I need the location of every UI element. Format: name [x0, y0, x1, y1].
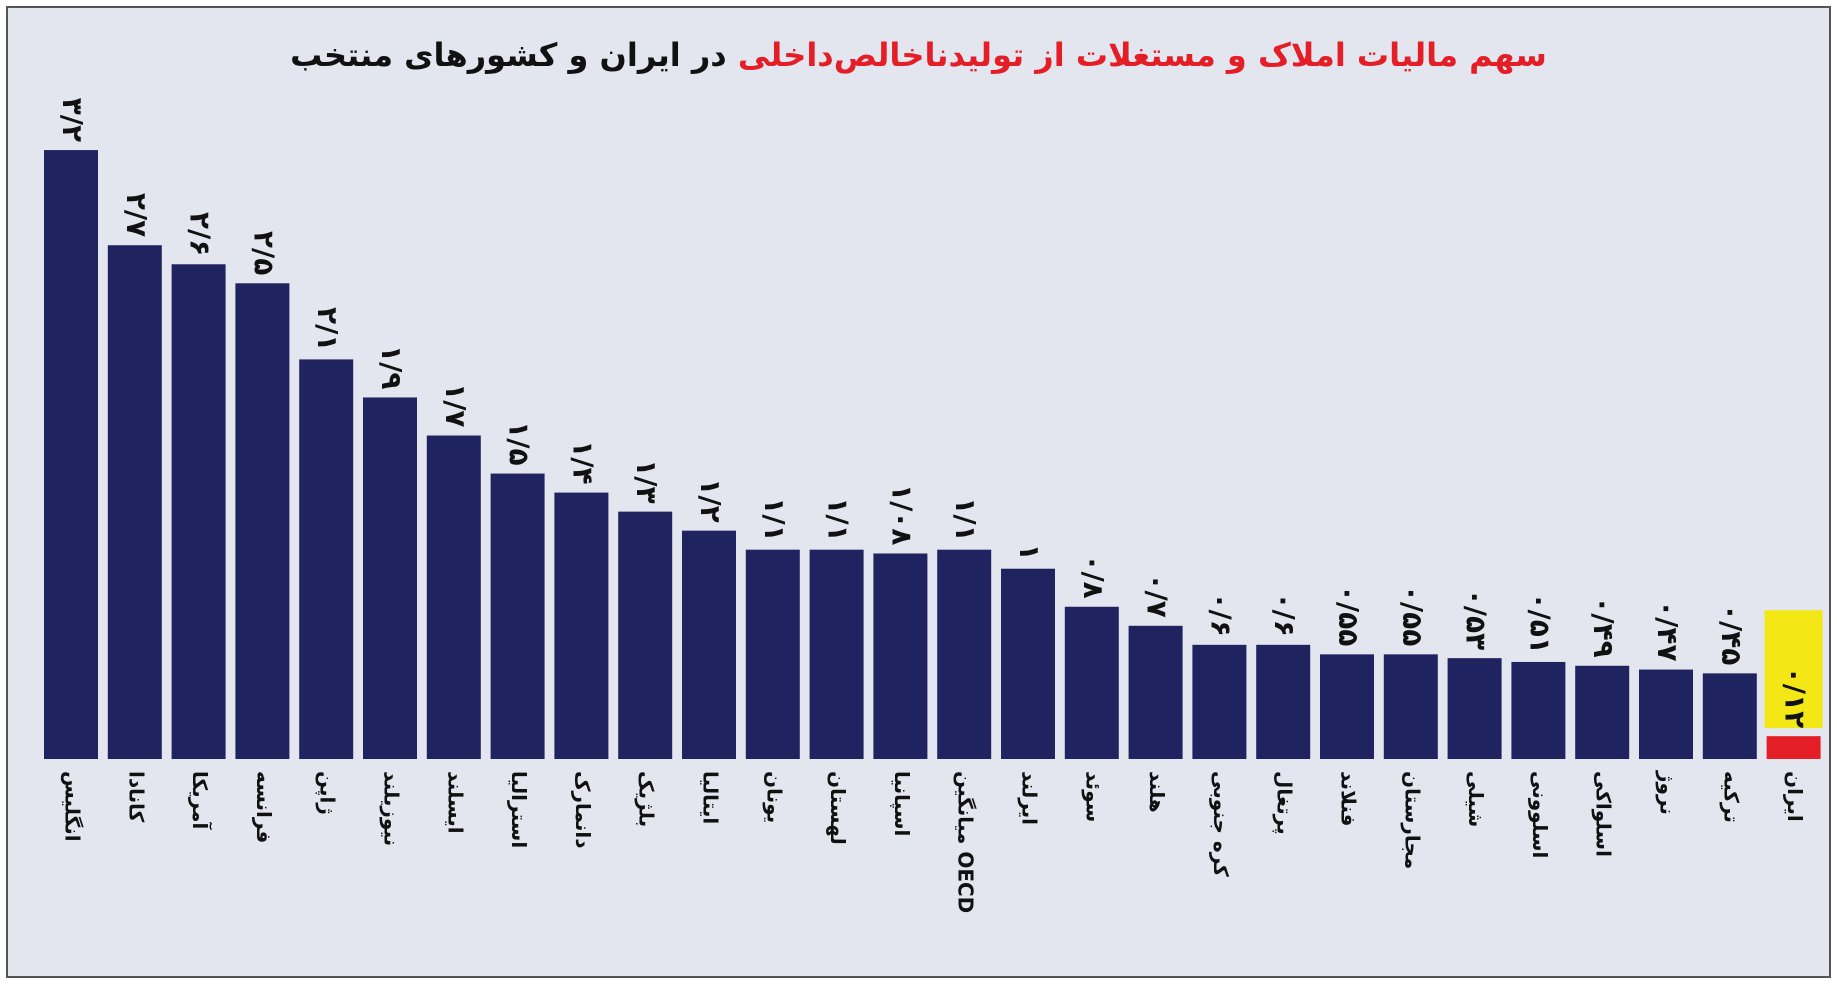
x-tick-label: ایرلند	[1018, 771, 1042, 825]
value-label: ۱	[1013, 544, 1046, 561]
value-label: ۱/۰۸	[885, 484, 918, 546]
x-tick-label: هلند	[1145, 771, 1169, 813]
bar	[1766, 736, 1821, 759]
bar	[618, 511, 673, 759]
x-tick-label: پرتغال	[1272, 771, 1297, 835]
value-label: ۰/۵۵	[1332, 585, 1365, 647]
x-tick-label: شیلی	[1464, 771, 1488, 827]
bar	[1575, 665, 1630, 759]
bar	[1383, 654, 1438, 759]
x-tick-label: سوئد	[1081, 771, 1105, 822]
value-label: ۰/۴۹	[1587, 596, 1620, 658]
bar	[873, 553, 928, 759]
bar	[1128, 625, 1183, 759]
x-tick-label: لهستان	[826, 771, 850, 845]
value-label: ۱/۹	[375, 345, 408, 389]
value-label: ۱/۱	[758, 497, 791, 541]
value-label: ۲/۵	[247, 231, 280, 275]
x-tick-label: بلژیک	[635, 771, 659, 827]
x-tick-label: اسلواکی	[1592, 771, 1616, 857]
bar	[1192, 644, 1247, 759]
bar	[1702, 673, 1757, 759]
value-label: ۱/۷	[439, 383, 472, 427]
value-label: ۰/۱۲	[1779, 667, 1812, 729]
value-label: ۰/۵۳	[1460, 589, 1493, 651]
bar	[1064, 606, 1119, 759]
bar	[490, 473, 545, 759]
x-tick-label: دانمارک	[571, 771, 595, 849]
bar	[235, 283, 290, 759]
bar	[554, 492, 609, 759]
value-label: ۰/۴۵	[1715, 604, 1748, 666]
value-label: ۰/۶	[1204, 592, 1237, 636]
x-tick-label: ایسلند	[443, 771, 467, 834]
x-tick-label: میانگین OECD	[954, 771, 978, 913]
value-label: ۱/۱	[822, 497, 855, 541]
title-highlight: سهم مالیات املاک و مستغلات از تولیدناخال…	[737, 36, 1547, 74]
x-tick-label: کره جنوبی	[1209, 771, 1233, 877]
value-label: ۲/۱	[311, 307, 344, 351]
value-label: ۰/۸	[1077, 554, 1110, 598]
value-label-background	[1764, 610, 1823, 729]
bar	[1256, 644, 1311, 759]
value-label: ۱/۴	[566, 440, 599, 484]
value-label: ۰/۶	[1268, 592, 1301, 636]
value-label: ۲/۷	[120, 193, 153, 237]
bar	[1001, 568, 1055, 759]
value-label: ۱/۲	[694, 478, 727, 522]
bar	[1639, 669, 1693, 759]
title-rest: در ایران و کشورهای منتخب	[290, 36, 727, 74]
bar	[426, 435, 481, 759]
bar	[937, 549, 992, 759]
bar	[1320, 654, 1374, 759]
bar	[745, 549, 800, 759]
x-tick-label: مجارستان	[1400, 771, 1424, 869]
x-tick-label: یونان	[762, 771, 786, 823]
value-label: ۰/۵۱	[1523, 592, 1556, 654]
value-label: ۱/۳	[630, 459, 663, 503]
bar	[299, 359, 354, 759]
x-tick-label: اسلوونی	[1528, 771, 1552, 858]
bar	[363, 397, 417, 759]
bar	[107, 245, 162, 759]
x-tick-label: ژاپن	[315, 771, 340, 815]
bar	[682, 530, 736, 759]
value-label: ۲/۶	[184, 212, 217, 256]
bar	[1447, 658, 1502, 759]
bar	[44, 150, 98, 760]
value-label: ۰/۵۵	[1396, 585, 1429, 647]
x-tick-label: انگلیس	[61, 771, 85, 842]
value-label: ۱/۵	[503, 421, 536, 465]
bar	[809, 549, 864, 759]
value-label: ۱/۱	[949, 497, 982, 541]
value-label: ۳/۲	[56, 98, 89, 142]
value-label: ۰/۷	[1141, 573, 1174, 617]
x-tick-label: ایران	[1783, 771, 1807, 822]
x-tick-label: فرانسه	[252, 771, 276, 843]
chart-title: سهم مالیات املاک و مستغلات از تولیدناخال…	[0, 36, 1837, 74]
x-tick-label: استرالیا	[507, 771, 531, 848]
x-tick-label: کانادا	[124, 771, 148, 823]
bar	[171, 264, 226, 759]
bar	[1511, 661, 1566, 759]
x-tick-label: اسپانیا	[889, 771, 914, 836]
x-tick-label: نیوزیلند	[380, 771, 404, 846]
x-tick-label: آمریکا	[188, 771, 213, 830]
x-tick-label: فنلاند	[1337, 771, 1361, 827]
x-tick-label: ترکیه	[1719, 771, 1743, 823]
value-label: ۰/۴۷	[1651, 600, 1684, 662]
x-tick-label: ایتالیا	[699, 771, 723, 824]
x-tick-label: نروژ	[1656, 770, 1680, 815]
